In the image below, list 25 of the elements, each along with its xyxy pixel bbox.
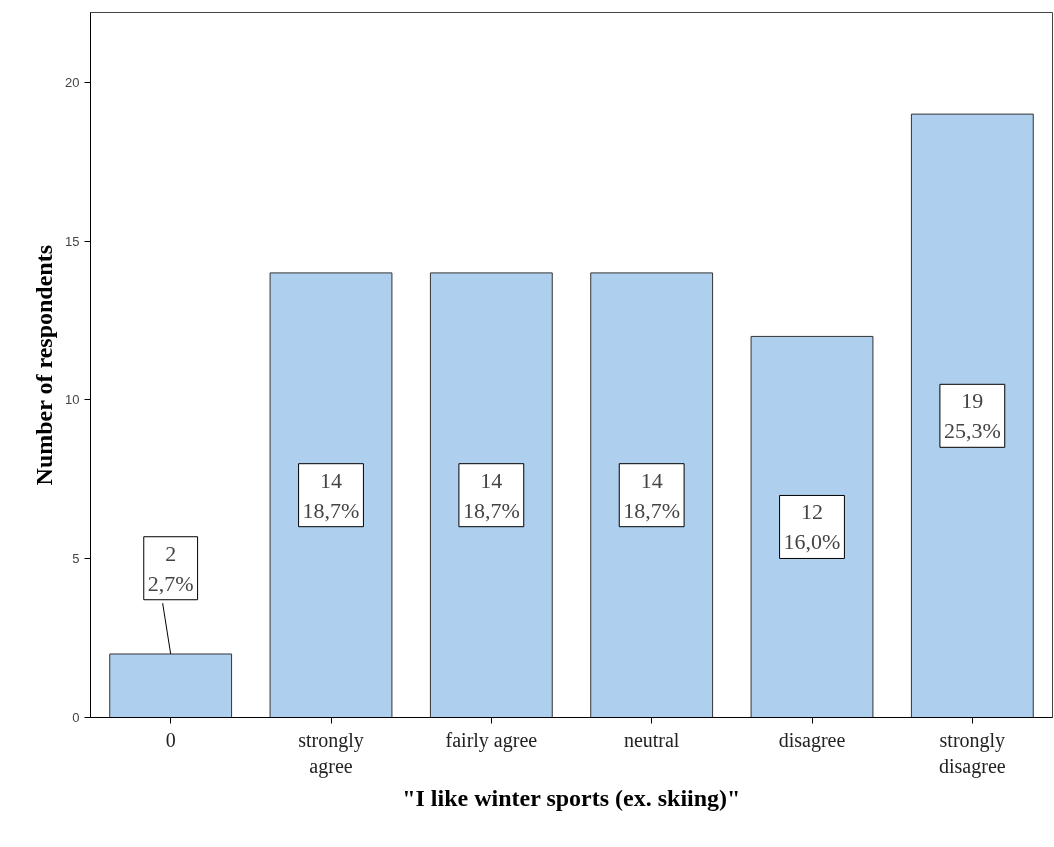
x-tick-label: strongly agree — [298, 728, 364, 778]
x-axis-title: "I like winter sports (ex. skiing)" — [402, 784, 741, 811]
data-label: 14 18,7% — [623, 467, 681, 523]
y-axis-title: Number of respondents — [31, 244, 58, 486]
y-tick-label: 15 — [65, 233, 80, 249]
x-tick-label: strongly disagree — [939, 728, 1006, 778]
bar — [750, 335, 874, 718]
x-tick-label: disagree — [778, 728, 846, 752]
y-tick-label: 10 — [65, 392, 80, 408]
x-tick-label: fairly agree — [445, 728, 538, 752]
y-tick-label: 5 — [72, 551, 80, 567]
bar — [590, 272, 714, 718]
y-tick-label: 20 — [65, 74, 80, 90]
x-tick-label: neutral — [623, 728, 680, 751]
data-label: 14 18,7% — [462, 467, 520, 523]
x-tick-label: 0 — [165, 728, 176, 751]
data-label: 19 25,3% — [943, 388, 1001, 444]
bar — [429, 272, 553, 718]
bar — [910, 113, 1034, 718]
data-label: 12 16,0% — [783, 499, 841, 555]
data-label: 14 18,7% — [302, 467, 360, 523]
bar — [109, 653, 233, 718]
y-tick-label: 0 — [72, 710, 80, 725]
data-label: 2 2,7% — [147, 540, 194, 596]
bar — [269, 272, 393, 718]
